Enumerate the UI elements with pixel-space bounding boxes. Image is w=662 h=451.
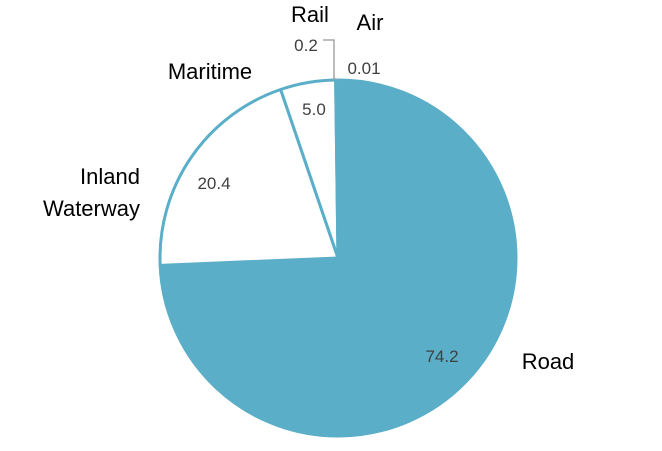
category-label-rail: Rail — [291, 2, 329, 27]
value-label-rail: 0.2 — [294, 36, 318, 55]
leader-lines — [323, 39, 338, 81]
value-label-inland-waterway: 20.4 — [197, 174, 230, 193]
value-label-air: 0.01 — [347, 59, 380, 78]
category-label-road: Road — [522, 349, 575, 374]
category-label-inland-waterway: Inland Waterway — [43, 164, 140, 221]
pie-slice-inland-waterway — [158, 87, 340, 267]
category-label-maritime: Maritime — [168, 59, 252, 84]
pie-slices — [158, 78, 518, 438]
category-label-air: Air — [357, 10, 384, 35]
leader-line-rail — [323, 39, 338, 81]
value-label-maritime: 5.0 — [302, 100, 326, 119]
value-label-road: 74.2 — [425, 347, 458, 366]
pie-labels: 74.2 20.4 5.0 0.2 0.01 Road Inland Waterway Mari… — [43, 2, 574, 374]
